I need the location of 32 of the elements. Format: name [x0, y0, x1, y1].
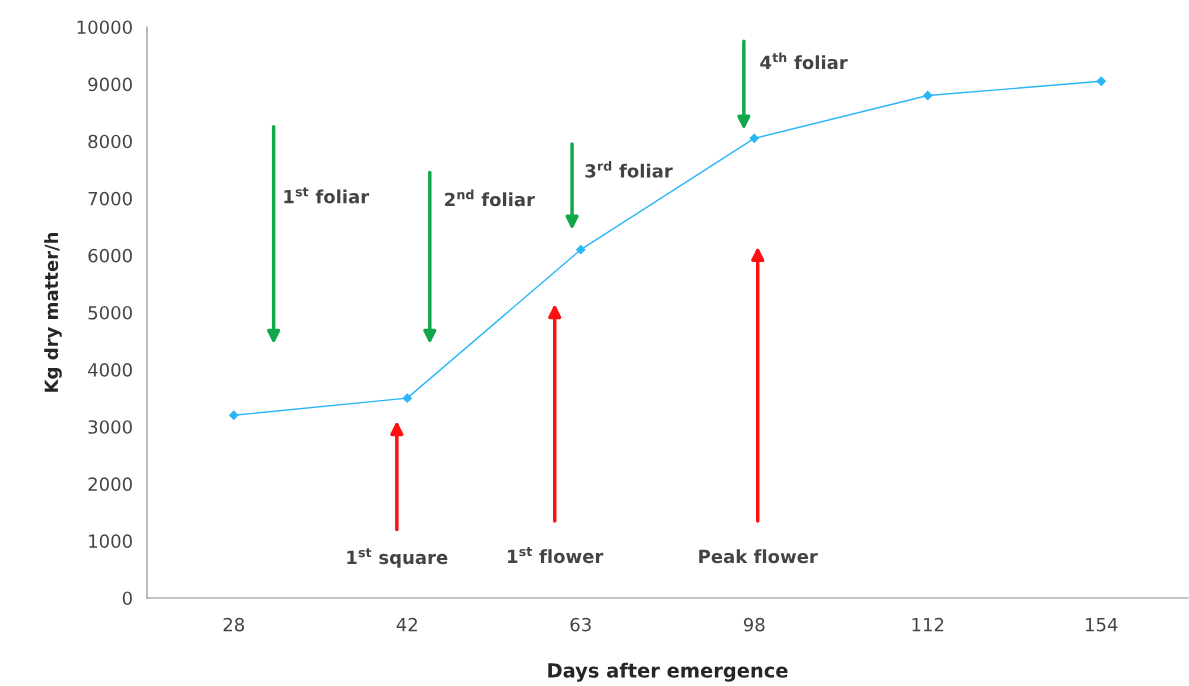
y-tick-label: 1000: [89, 534, 132, 549]
y-axis-title: Kg dry matter/h: [44, 232, 62, 392]
x-tick-label: 63: [570, 617, 591, 632]
y-tick-label: 9000: [88, 77, 132, 92]
annotation: 2$^{nd}$ foliar: [445, 189, 535, 207]
annotation: 1$^{st}$ square: [347, 548, 448, 568]
y-tick-label: 2000: [88, 477, 132, 491]
x-tick-label: 42: [396, 617, 417, 632]
y-tick-label: 0: [122, 591, 132, 606]
x-axis-title: Days after emergence: [548, 662, 788, 682]
point: [402, 393, 413, 404]
y-tick-label: 3000: [88, 420, 132, 434]
annotation: 3$^{rd}$ foliar: [585, 160, 673, 178]
point: [228, 410, 239, 421]
annotation: 1$^{st}$ foliar: [284, 187, 370, 204]
point: [1096, 76, 1107, 87]
x-tick-label: 112: [912, 617, 944, 632]
point: [922, 90, 933, 101]
point: [575, 244, 586, 255]
annotation: 4$^{th}$ foliar: [760, 52, 848, 70]
y-tick-label: 6000: [88, 248, 132, 263]
point: [749, 133, 760, 144]
x-tick-label: 28: [223, 617, 244, 632]
annotation: 1$^{st}$ flower: [508, 547, 604, 564]
y-tick-label: 7000: [88, 191, 132, 206]
annotation: Peak flower: [699, 549, 818, 564]
x-tick-label: 98: [743, 617, 765, 632]
y-tick-label: 5000: [88, 305, 132, 320]
y-tick-label: 8000: [88, 134, 132, 149]
y-tick-label: 4000: [88, 363, 132, 377]
x-tick-label: 154: [1086, 618, 1118, 632]
y-tick-label: 10000: [77, 20, 132, 35]
